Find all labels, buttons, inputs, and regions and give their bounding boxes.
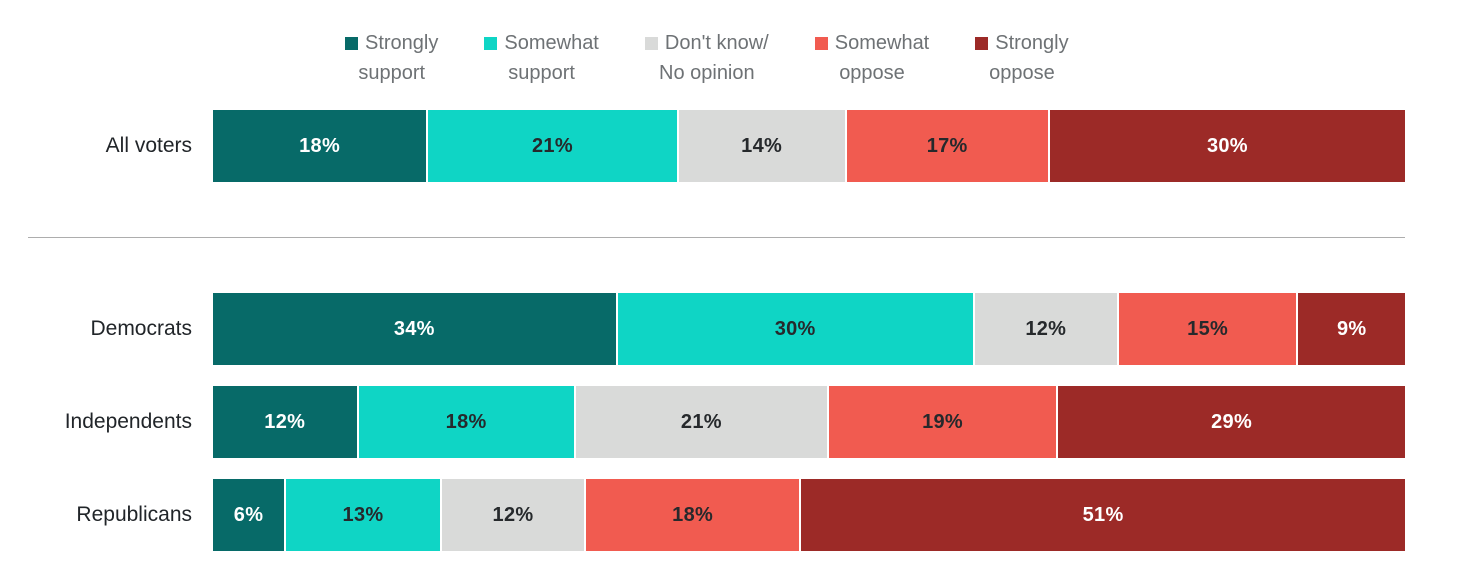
segment-value-label: 15% — [1187, 317, 1229, 340]
bar-segment: 34% — [213, 293, 616, 365]
segment-value-label: 34% — [393, 317, 435, 340]
segment-value-label: 21% — [680, 410, 722, 433]
section-divider — [28, 237, 1405, 238]
bar-segment: 30% — [617, 293, 973, 365]
legend-item-line1: Somewhat — [814, 28, 930, 58]
segment-value-label: 51% — [1082, 503, 1124, 526]
segment-value-label: 12% — [264, 410, 306, 433]
segment-value-label: 29% — [1211, 410, 1253, 433]
legend-swatch-icon — [644, 37, 658, 50]
chart-legend: Strongly support Somewhat support Don't know… — [345, 28, 1460, 88]
stacked-bar-chart: Strongly support Somewhat support Don't know… — [0, 28, 1460, 584]
bar-segment: 51% — [801, 479, 1406, 551]
stacked-bar: 12% 18% 21% 19% 29% — [213, 386, 1405, 458]
segment-value-label: 21% — [531, 134, 573, 157]
legend-label: Strongly — [995, 32, 1069, 54]
segment-value-label: 19% — [922, 410, 964, 433]
legend-swatch-icon — [975, 37, 989, 50]
bar-segment: 18% — [213, 110, 427, 182]
bar-segment: 12% — [974, 293, 1117, 365]
bar-segment: 21% — [428, 110, 677, 182]
segment-value-label: 12% — [492, 503, 534, 526]
stacked-bar: 6% 13% 12% 18% 51% — [213, 479, 1406, 551]
legend-item-dont_know: Don't know/No opinion — [644, 28, 769, 88]
bar-segment: 29% — [1058, 386, 1405, 458]
bar-segment: 12% — [213, 386, 357, 458]
segment-value-label: 30% — [1206, 134, 1248, 157]
bar-segment: 21% — [575, 386, 827, 458]
legend-swatch-icon — [345, 37, 358, 50]
bar-segment: 17% — [846, 110, 1048, 182]
segment-value-label: 18% — [672, 503, 714, 526]
row-label: Democrats — [90, 317, 192, 340]
legend-label-line2: oppose — [989, 62, 1055, 84]
legend-item-strongly_support: Strongly support — [345, 28, 438, 88]
legend-item-line1: Strongly — [975, 28, 1069, 58]
segment-value-label: 12% — [1025, 317, 1067, 340]
bar-segment: 15% — [1118, 293, 1297, 365]
legend-label: Somewhat — [834, 32, 930, 54]
bar-segment: 18% — [358, 386, 574, 458]
legend-item-somewhat_oppose: Somewhat oppose — [814, 28, 930, 88]
bar-segment: 9% — [1298, 293, 1405, 365]
stacked-bar: 18% 21% 14% 17% 30% — [213, 110, 1406, 182]
legend-label-line2: support — [508, 62, 575, 84]
bar-row: All voters 18% 21% 14% 17% 30% — [0, 110, 1460, 182]
segment-value-label: 6% — [233, 503, 264, 526]
legend-label: Somewhat — [504, 32, 599, 54]
all-voters-section: All voters 18% 21% 14% 17% 30% — [0, 110, 1460, 182]
bar-row: Republicans 6% 13% 12% 18% 51% — [0, 479, 1460, 551]
legend-label-line2: oppose — [839, 62, 905, 84]
bar-segment: 18% — [586, 479, 800, 551]
bar-segment: 12% — [441, 479, 585, 551]
party-breakdown-section: Democrats 34% 30% 12% 15% 9% Independents 12% 18… — [0, 293, 1460, 551]
row-label: All voters — [105, 134, 192, 157]
segment-value-label: 18% — [445, 410, 487, 433]
legend-label-line2: No opinion — [659, 62, 755, 84]
legend-swatch-icon — [814, 37, 828, 50]
legend-item-line1: Somewhat — [484, 28, 599, 58]
legend-label: Strongly — [365, 32, 439, 54]
legend-item-somewhat_support: Somewhat support — [484, 28, 599, 88]
legend-item-line1: Don't know/ — [644, 28, 769, 58]
bar-segment: 30% — [1049, 110, 1406, 182]
row-label: Republicans — [76, 503, 192, 526]
legend-item-strongly_oppose: Strongly oppose — [975, 28, 1069, 88]
segment-value-label: 14% — [741, 134, 783, 157]
segment-value-label: 18% — [299, 134, 341, 157]
bar-segment: 14% — [678, 110, 845, 182]
row-label: Independents — [64, 410, 192, 433]
bar-segment: 19% — [828, 386, 1057, 458]
bar-row: Democrats 34% 30% 12% 15% 9% — [0, 293, 1460, 365]
bar-row: Independents 12% 18% 21% 19% 29% — [0, 386, 1460, 458]
bar-segment: 13% — [286, 479, 440, 551]
segment-value-label: 30% — [774, 317, 816, 340]
legend-item-line1: Strongly — [345, 28, 438, 58]
stacked-bar: 34% 30% 12% 15% 9% — [213, 293, 1405, 365]
legend-label: Don't know/ — [664, 32, 769, 54]
segment-value-label: 9% — [1336, 317, 1367, 340]
legend-label-line2: support — [358, 62, 426, 84]
segment-value-label: 17% — [926, 134, 968, 157]
legend-swatch-icon — [484, 37, 498, 50]
bar-segment: 6% — [213, 479, 285, 551]
segment-value-label: 13% — [342, 503, 384, 526]
